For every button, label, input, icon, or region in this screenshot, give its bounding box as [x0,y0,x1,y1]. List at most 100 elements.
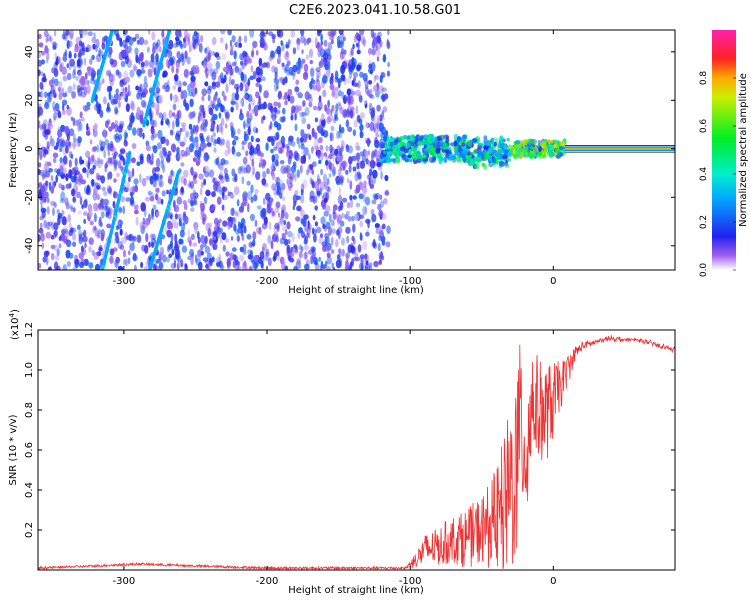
noise-point [326,116,331,125]
noise-point [323,152,328,157]
noise-point [88,69,92,77]
noise-point [220,37,224,44]
noise-point [190,207,195,213]
noise-point [231,145,235,155]
noise-point [369,94,375,99]
noise-point [40,90,44,99]
noise-point [233,50,237,60]
noise-point [307,229,311,239]
noise-point [97,232,100,239]
noise-point [109,255,114,264]
noise-point [320,168,324,176]
noise-point [243,260,247,268]
noise-point [65,173,69,182]
noise-point [376,104,381,112]
noise-point [119,91,124,97]
noise-point [252,108,255,114]
snr-frame [37,329,676,571]
noise-point [187,36,190,46]
noise-point [152,179,157,188]
noise-point [243,225,247,234]
noise-point [295,216,301,222]
noise-point [58,243,62,249]
noise-point [332,204,338,211]
noise-point [174,233,178,243]
noise-point [86,79,90,86]
noise-point [275,78,280,86]
noise-point [329,147,336,156]
noise-point [212,177,216,184]
streak_4-point [148,267,152,270]
noise-point [325,183,328,191]
noise-point [215,60,221,70]
noise-point [183,136,187,145]
noise-point [162,136,166,143]
noise-point [218,123,223,133]
noise-point [220,158,226,166]
noise-point [339,162,343,172]
noise-point [210,203,216,211]
noise-point [245,164,251,174]
noise-point [335,229,339,237]
signal-point [385,145,392,150]
noise-point [287,39,291,45]
noise-point [160,120,164,126]
noise-point [339,220,345,227]
noise-point [169,129,174,136]
noise-point [98,219,102,227]
noise-point [189,111,195,119]
noise-point [296,136,300,145]
noise-point [129,195,135,205]
noise-point [136,69,142,77]
noise-point [384,174,389,182]
noise-point [130,100,135,110]
noise-point [230,106,234,113]
noise-point [213,93,218,102]
noise-point [103,133,107,139]
noise-point [250,50,255,58]
noise-point [247,203,250,213]
noise-point [286,151,290,158]
colorbar-ticks: 0.00.20.40.60.8 [699,71,736,277]
noise-point [120,49,126,57]
noise-point [155,193,159,201]
noise-point [208,169,215,178]
noise-point [365,218,371,224]
noise-point [142,88,148,95]
noise-point [172,85,176,90]
noise-point [219,165,224,172]
noise-point [320,233,323,238]
noise-point [350,47,354,56]
noise-point [333,30,337,36]
noise-point [203,166,206,174]
signal-point [478,142,482,146]
noise-point [119,228,123,236]
signal-point [483,140,488,146]
signal-point [397,142,403,148]
noise-point [105,205,111,215]
noise-point [79,34,83,39]
noise-point [135,85,140,91]
noise-point [77,69,82,76]
noise-point [356,114,361,123]
noise-point [292,47,297,55]
noise-point [308,223,312,231]
y-tick-label: 0.8 [24,402,35,418]
noise-point [280,165,286,175]
noise-point [372,169,378,179]
noise-point [120,92,127,100]
signal-point [523,146,529,151]
noise-point [336,153,340,162]
noise-point [265,248,270,255]
noise-point [171,65,175,74]
noise-point [192,139,195,149]
noise-point [171,56,176,64]
noise-point [322,223,326,230]
signal-point [442,142,448,150]
noise-point [60,61,64,69]
noise-point [40,71,44,76]
signal-point [549,147,555,152]
noise-point [206,252,212,260]
signal-point [529,146,534,150]
noise-point [175,117,180,128]
